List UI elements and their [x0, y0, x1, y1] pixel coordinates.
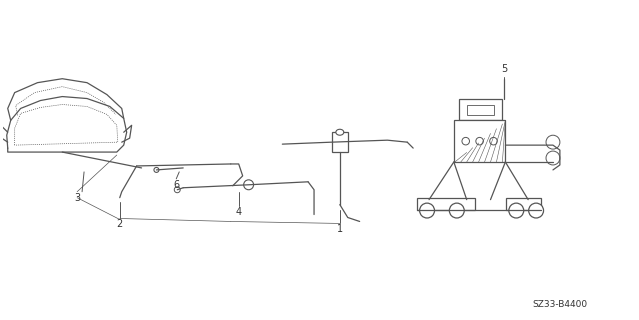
Bar — [466, 106, 495, 116]
Circle shape — [528, 203, 544, 218]
Bar — [417, 198, 475, 210]
Circle shape — [546, 135, 560, 149]
Circle shape — [489, 137, 497, 145]
Circle shape — [476, 137, 483, 145]
Text: 5: 5 — [501, 64, 507, 74]
Ellipse shape — [336, 129, 344, 135]
Bar — [332, 132, 348, 152]
Text: 1: 1 — [337, 224, 343, 234]
Text: 3: 3 — [74, 193, 80, 203]
Text: 4: 4 — [236, 206, 242, 217]
Text: 2: 2 — [117, 220, 123, 229]
Text: 6: 6 — [173, 180, 180, 190]
Circle shape — [509, 203, 524, 218]
Circle shape — [174, 187, 180, 193]
Circle shape — [449, 203, 464, 218]
Circle shape — [420, 203, 435, 218]
Circle shape — [462, 137, 470, 145]
Bar — [454, 120, 505, 162]
Circle shape — [243, 180, 254, 190]
Text: SZ33-B4400: SZ33-B4400 — [532, 300, 587, 309]
Bar — [506, 198, 541, 210]
Circle shape — [546, 151, 560, 165]
Circle shape — [154, 167, 159, 172]
Bar — [459, 99, 502, 120]
